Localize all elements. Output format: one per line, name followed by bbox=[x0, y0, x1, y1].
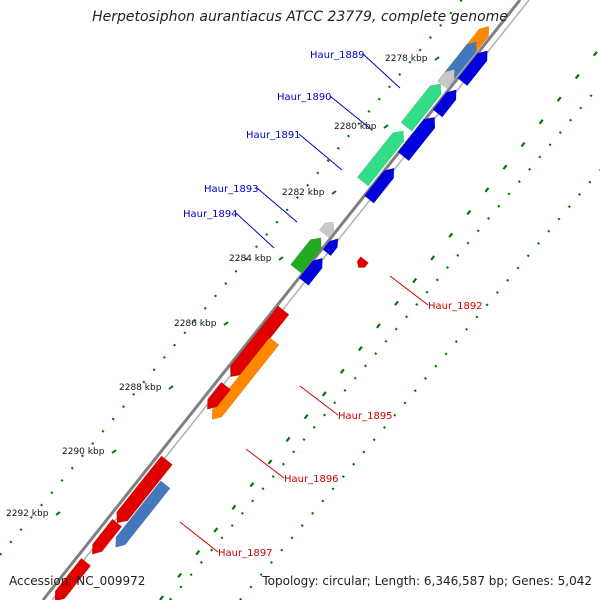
tick-labels: 2278 kbp 2280 kbp 2282 kbp 2284 kbp 2286 kbp… bbox=[6, 54, 428, 519]
tick-label: 2280 kbp bbox=[334, 122, 377, 132]
tick-label: 2278 kbp bbox=[385, 54, 428, 64]
cds-arrow bbox=[298, 257, 323, 286]
orange-feature-arrow bbox=[211, 337, 280, 420]
rna-arrow bbox=[54, 557, 92, 600]
gc-dot-line-1 bbox=[0, 0, 464, 556]
gene-label: Haur_1890 bbox=[277, 92, 332, 103]
cds-arrow bbox=[457, 50, 488, 87]
leader-line bbox=[179, 521, 219, 553]
gene-label: Haur_1891 bbox=[246, 130, 301, 141]
steelblue-feature-arrow bbox=[115, 480, 171, 548]
cds-arrow bbox=[322, 238, 339, 257]
tick-label: 2282 kbp bbox=[282, 188, 325, 198]
tick-mark bbox=[168, 385, 174, 390]
backbone-outer-line bbox=[41, 0, 522, 600]
map-title: Herpetosiphon aurantiacus ATCC 23779, co… bbox=[92, 9, 508, 25]
leader-line bbox=[245, 448, 285, 479]
tick-mark bbox=[434, 56, 440, 61]
gene-label: Haur_1896 bbox=[284, 474, 339, 485]
leader-line bbox=[235, 212, 275, 249]
lightgray-feature-arrow bbox=[437, 69, 455, 90]
leader-line bbox=[362, 53, 401, 89]
rna-arrow bbox=[207, 381, 232, 410]
tick-mark bbox=[278, 256, 284, 261]
accession-label: Accession: NC_009972 bbox=[9, 574, 146, 588]
gene-label: Haur_1895 bbox=[338, 411, 393, 422]
rna-arrow bbox=[116, 455, 173, 524]
gene-labels: Haur_1889 Haur_1890 Haur_1891 Haur_1893 Haur… bbox=[183, 50, 483, 559]
cds-arrow bbox=[397, 116, 436, 162]
tick-mark bbox=[383, 124, 389, 129]
tick-label: 2286 kbp bbox=[174, 319, 217, 329]
cds-arrow bbox=[364, 167, 395, 204]
genome-stats-label: Topology: circular; Length: 6,346,587 bp… bbox=[262, 574, 592, 588]
lightgray-feature-arrow bbox=[318, 221, 335, 238]
darkgreen-feature-arrow bbox=[290, 237, 322, 274]
tick-mark bbox=[331, 190, 337, 195]
leader-line bbox=[329, 95, 373, 131]
gene-label: Haur_1892 bbox=[428, 301, 483, 312]
tick-label: 2292 kbp bbox=[6, 509, 49, 519]
gc-dot-line-3 bbox=[239, 169, 600, 600]
label-leader-lines bbox=[179, 53, 429, 553]
tick-label: 2284 kbp bbox=[229, 254, 272, 264]
leader-line bbox=[299, 385, 339, 416]
gc-dot-line-4 bbox=[159, 47, 600, 600]
green-feature-arrow bbox=[356, 130, 405, 187]
gene-label: Haur_1893 bbox=[204, 184, 259, 195]
gene-label: Haur_1894 bbox=[183, 209, 238, 220]
tick-marks bbox=[55, 56, 440, 516]
tick-mark bbox=[223, 321, 229, 326]
gene-label: Haur_1889 bbox=[310, 50, 365, 61]
gene-label: Haur_1897 bbox=[218, 548, 273, 559]
rna-arrow bbox=[91, 518, 123, 555]
leader-line bbox=[298, 133, 343, 171]
cds-arrow bbox=[432, 89, 457, 118]
leader-line bbox=[389, 275, 429, 306]
feature-arrows bbox=[54, 25, 490, 600]
tick-label: 2290 kbp bbox=[62, 447, 105, 457]
leader-line bbox=[256, 187, 298, 223]
tick-mark bbox=[111, 449, 117, 454]
tick-label: 2288 kbp bbox=[119, 383, 162, 393]
rna-arrow bbox=[356, 256, 369, 268]
green-feature-arrow bbox=[400, 83, 442, 132]
tick-mark bbox=[55, 511, 61, 516]
